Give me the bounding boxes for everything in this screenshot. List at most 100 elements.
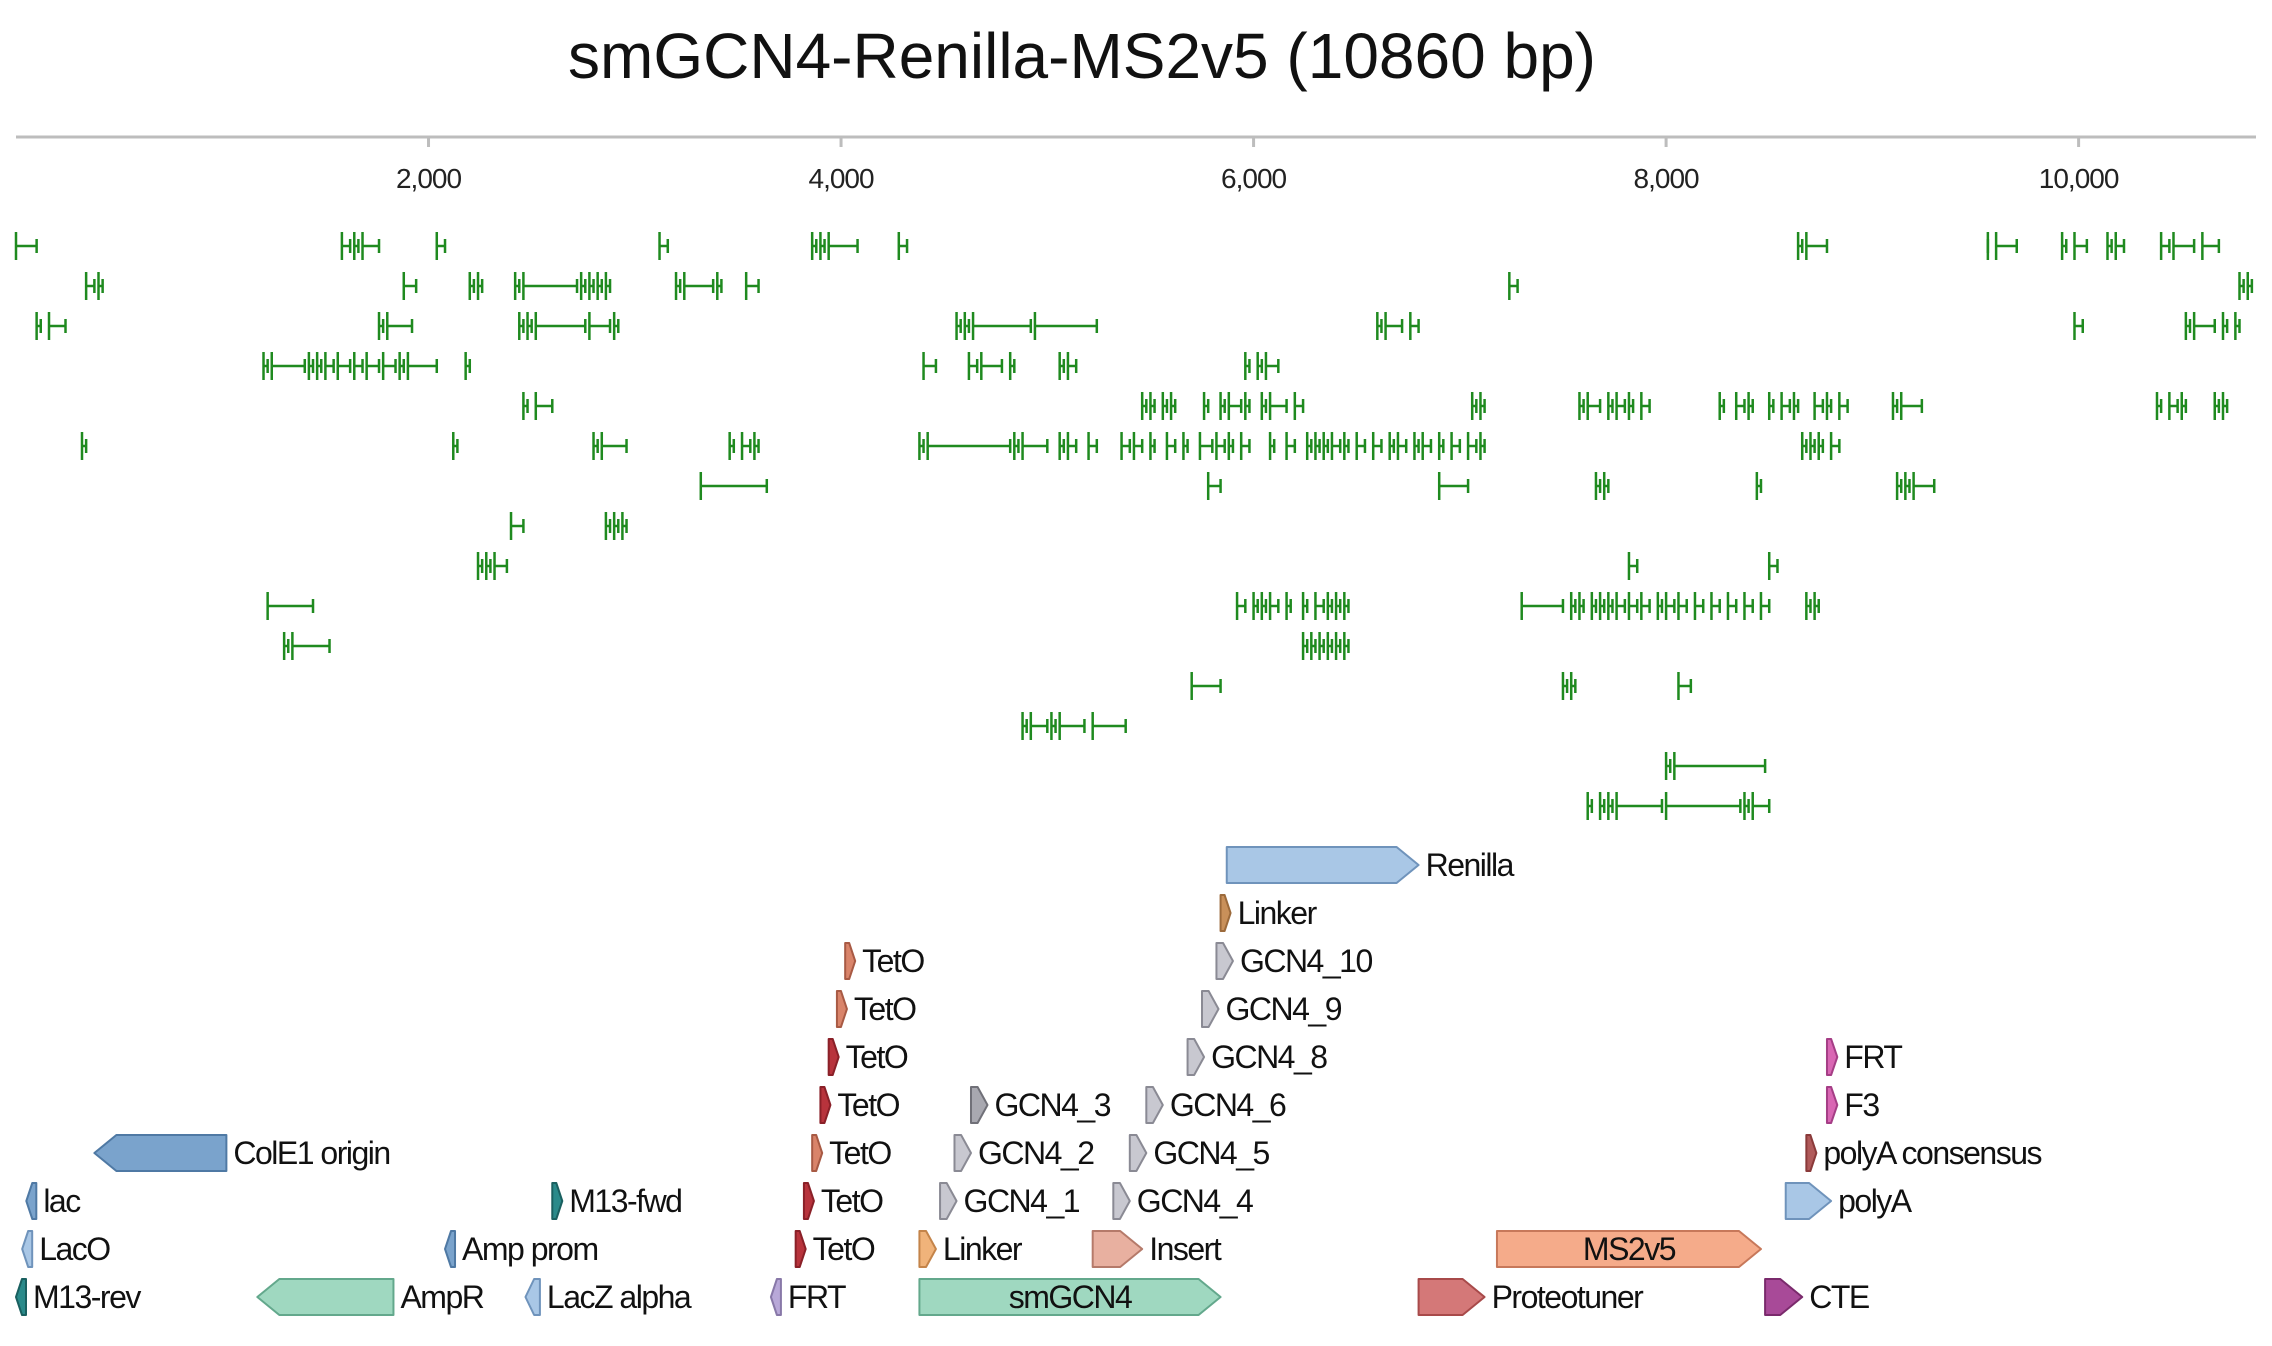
site-span	[1301, 632, 1309, 660]
feature-arrow	[1091, 1230, 1144, 1268]
site-span	[435, 232, 447, 260]
site-span	[1198, 432, 1214, 460]
site-span	[1569, 672, 1577, 700]
site-span	[2073, 312, 2084, 340]
site-span	[1310, 632, 1317, 660]
site-span	[80, 432, 88, 460]
site-span	[1796, 232, 1804, 260]
site-span	[1718, 392, 1726, 420]
site-span	[1219, 392, 1226, 420]
feature-insert: Insert	[1091, 1230, 1223, 1268]
feature-arrow	[1784, 1182, 1833, 1220]
feature-label: CTE	[1809, 1279, 1869, 1315]
site-span	[1326, 632, 1334, 660]
sequence-axis: 2,000 4,000 6,000 8,000 10,000	[16, 135, 2256, 194]
feature-arrow	[1495, 1230, 1762, 1268]
site-span	[2201, 232, 2221, 260]
feature-arrow	[1215, 942, 1234, 980]
feature-arrow	[1764, 1278, 1804, 1316]
feature-label: GCN4_5	[1153, 1135, 1269, 1171]
site-span	[1384, 312, 1404, 340]
site-span	[1437, 472, 1470, 500]
feature-arrow	[256, 1278, 395, 1316]
site-span	[1677, 592, 1688, 620]
site-span	[84, 272, 96, 300]
feature-label: GCN4_4	[1137, 1183, 1253, 1219]
feature-gcn4-8: GCN4_8	[1186, 1038, 1329, 1076]
site-span	[1664, 752, 1672, 780]
site-span	[1371, 432, 1383, 460]
site-span	[1318, 632, 1325, 660]
feature-arrow	[918, 1278, 1222, 1316]
feature-cte: CTE	[1764, 1278, 1870, 1316]
feature-tracks: Renilla Linker TetO GCN4_10 TetO GCN4_9 TetO GC…	[15, 846, 2043, 1316]
site-span	[1058, 432, 1066, 460]
site-span	[1140, 392, 1148, 420]
site-span	[1285, 592, 1292, 620]
site-span	[324, 352, 335, 380]
site-span	[1598, 792, 1606, 820]
feature-arrow	[1186, 1038, 1206, 1076]
site-span	[1640, 392, 1651, 420]
site-span	[1388, 432, 1396, 460]
site-span	[402, 272, 418, 300]
site-span	[658, 232, 670, 260]
site-span	[1809, 432, 1816, 460]
axis-tick-label: 2,000	[396, 163, 461, 194]
site-span	[266, 592, 315, 620]
site-span	[1805, 592, 1812, 620]
feature-arrow	[15, 1278, 27, 1316]
site-span	[1033, 312, 1099, 340]
site-span	[604, 512, 612, 540]
feature-label: Insert	[1149, 1231, 1222, 1267]
site-span	[1693, 592, 1705, 620]
site-span	[1161, 392, 1169, 420]
site-span	[1615, 592, 1627, 620]
feature-label: TetO	[862, 943, 924, 979]
feature-teto: TetO	[811, 1134, 893, 1172]
site-span	[522, 272, 579, 300]
feature-label: Renilla	[1426, 847, 1515, 883]
site-span	[1413, 432, 1420, 460]
feature-arrow	[1201, 990, 1220, 1028]
feature-gcn4-2: GCN4_2	[953, 1134, 1096, 1172]
site-span	[1615, 792, 1664, 820]
feature-label: M13-rev	[33, 1279, 141, 1315]
feature-arrow	[819, 1086, 832, 1124]
feature-polya-consensus: polyA consensus	[1805, 1134, 2043, 1172]
feature-proteotuner: Proteotuner	[1417, 1278, 1646, 1316]
feature-gcn4-9: GCN4_9	[1201, 990, 1343, 1028]
feature-gcn4-5: GCN4_5	[1128, 1134, 1271, 1172]
site-span	[1747, 392, 1754, 420]
site-span	[534, 312, 587, 340]
site-span	[1330, 432, 1342, 460]
site-span	[291, 632, 331, 660]
site-span	[1293, 392, 1305, 420]
feature-teto: TetO	[835, 990, 918, 1028]
site-span	[1734, 392, 1746, 420]
site-span	[1470, 392, 1478, 420]
feature-label: polyA	[1838, 1183, 1913, 1219]
site-span	[579, 272, 587, 300]
site-span	[2221, 312, 2229, 340]
site-span	[1149, 432, 1156, 460]
site-span	[1021, 432, 1049, 460]
site-span	[1087, 432, 1099, 460]
site-span	[1132, 432, 1144, 460]
site-span	[926, 432, 1012, 460]
site-span	[1607, 592, 1614, 620]
site-span	[1598, 592, 1606, 620]
site-span	[2172, 232, 2196, 260]
site-span	[1607, 792, 1614, 820]
site-span	[1322, 432, 1330, 460]
site-span	[1058, 352, 1066, 380]
site-span	[1409, 312, 1420, 340]
site-span	[1066, 352, 1078, 380]
site-span	[1227, 392, 1243, 420]
site-span	[1899, 392, 1924, 420]
site-span	[1508, 272, 1519, 300]
feature-label: GCN4_9	[1226, 991, 1342, 1027]
site-span	[2114, 232, 2126, 260]
site-span	[1305, 432, 1313, 460]
site-span	[340, 232, 352, 260]
